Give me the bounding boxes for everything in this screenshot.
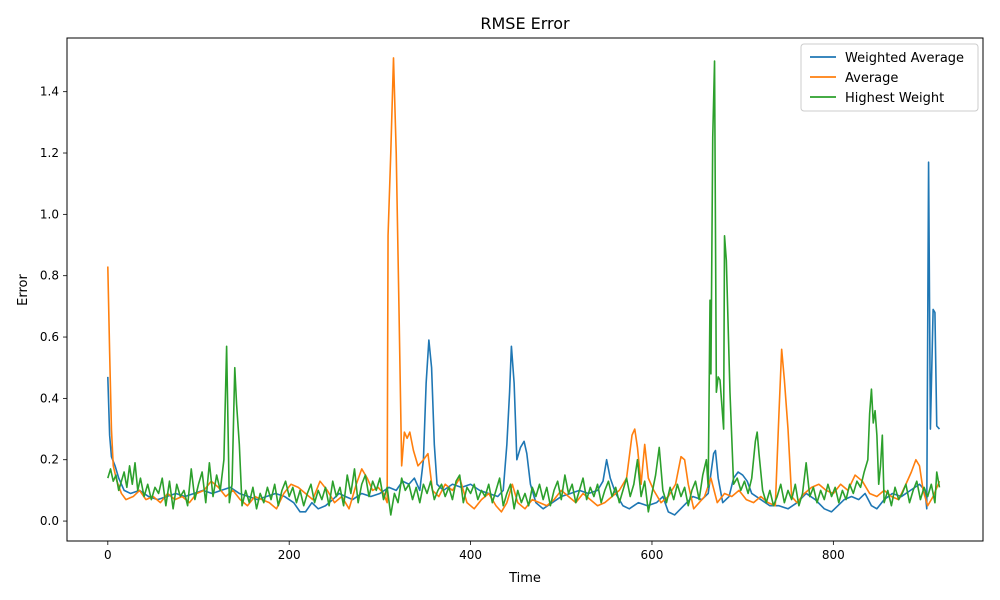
x-tick-label: 800 — [822, 548, 845, 562]
y-tick-label: 0.4 — [40, 391, 59, 405]
x-tick-label: 400 — [459, 548, 482, 562]
y-tick-label: 1.0 — [40, 207, 59, 221]
y-axis-label: Error — [16, 274, 31, 306]
chart-title: RMSE Error — [480, 14, 570, 33]
legend-label: Highest Weight — [845, 91, 944, 106]
y-axis: 0.0 0.2 0.4 0.6 0.8 1.0 1.2 1.4 — [40, 85, 67, 528]
y-tick-label: 0.0 — [40, 514, 59, 528]
legend-box — [800, 43, 979, 112]
x-axis-label: Time — [508, 571, 541, 586]
y-tick-label: 0.8 — [40, 269, 59, 283]
legend: Weighted Average Average Highest Weight — [800, 43, 979, 112]
plot-frame — [66, 37, 984, 542]
legend-label: Weighted Average — [845, 51, 964, 66]
x-axis: 0 200 400 600 800 — [104, 541, 845, 562]
y-tick-label: 1.2 — [40, 146, 59, 160]
x-tick-label: 600 — [641, 548, 664, 562]
y-tick-label: 0.2 — [40, 453, 59, 467]
y-tick-label: 1.4 — [40, 85, 59, 99]
y-tick-label: 0.6 — [40, 330, 59, 344]
x-tick-label: 200 — [278, 548, 301, 562]
x-tick-label: 0 — [104, 548, 112, 562]
series-line-highest-weight — [107, 60, 941, 516]
legend-label: Average — [845, 71, 898, 86]
